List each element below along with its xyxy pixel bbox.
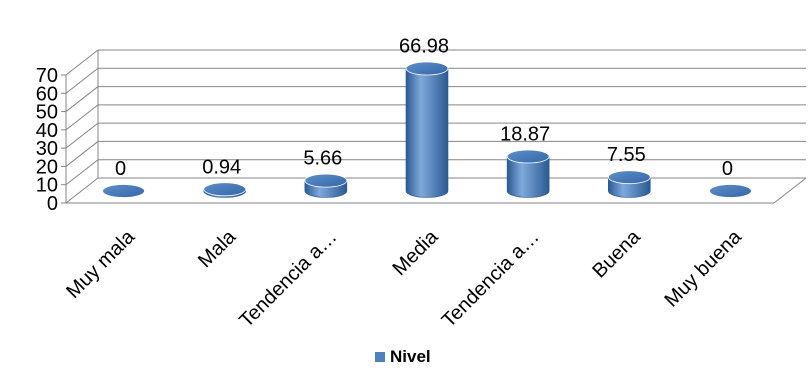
x-tick-label: Tendencia a… [235,226,341,332]
gridline-side [65,104,99,131]
gridline-side [65,122,99,149]
bar [102,184,145,198]
bar [304,173,348,198]
gridline-side [65,141,99,167]
grid-layer [65,49,807,204]
y-tick-label: 30 [36,138,58,160]
bar [607,170,651,198]
bar-body [405,68,449,198]
y-tick-label: 70 [36,65,58,87]
bars-layer [102,61,752,198]
data-labels-layer: 0 0.94 5.66 66.98 18.87 7.55 0 [115,36,733,180]
bar-top [304,173,348,188]
floor-right-edge [773,177,807,204]
bar-top [607,170,651,185]
bar-top [102,184,145,198]
data-label: 0 [722,158,733,180]
data-label: 66.98 [399,36,449,58]
gridline-side [65,49,99,76]
y-tick-label: 60 [36,83,58,105]
bar-top [405,61,449,76]
y-tick-label: 40 [36,120,58,142]
y-tick-label: 10 [36,175,58,197]
bar [506,149,550,198]
x-tick-label: Muy mala [62,225,139,302]
data-label: 0 [115,158,126,180]
legend-series-name: Nivel [390,347,431,366]
x-tick-label: Mala [194,225,241,272]
x-tick-label: Buena [588,225,645,282]
gridline-side [65,67,99,94]
bar [709,184,752,198]
data-label: 18.87 [500,123,550,145]
x-tick-label: Muy buena [660,225,746,311]
y-tick-label: 50 [36,102,58,124]
bar [203,182,247,198]
legend: Nivel [375,347,431,366]
data-label: 5.66 [303,148,342,170]
bar [405,61,449,198]
gridline-side [65,177,99,204]
data-label: 0.94 [202,156,241,178]
gridline-side [65,159,99,186]
bar-body [506,156,550,198]
bar-top [709,184,752,198]
bar-top [203,182,247,197]
legend-marker [375,352,385,362]
bar-top [506,149,550,164]
x-tick-label: Media [388,225,443,280]
data-label: 7.55 [607,144,646,166]
gridline-side [65,86,99,112]
x-tick-label: Tendencia a… [438,226,544,332]
y-tick-label: 0 [47,193,58,215]
y-tick-label: 20 [36,156,58,178]
